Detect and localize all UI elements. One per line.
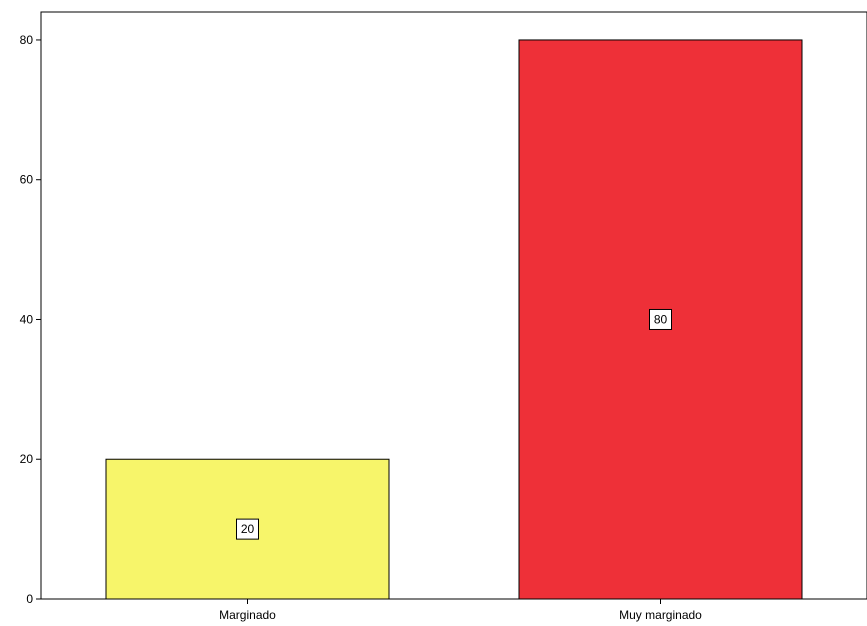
data-label: 20 [241, 522, 255, 536]
data-label: 80 [654, 312, 668, 326]
x-tick-label: Marginado [219, 608, 276, 622]
y-tick-label: 80 [20, 33, 34, 47]
y-tick-label: 40 [20, 312, 34, 326]
y-tick-label: 60 [20, 173, 34, 187]
data-label-box [649, 308, 672, 330]
y-axis: 0 20 40 60 80 [20, 33, 41, 606]
x-axis: Marginado Muy marginado [219, 599, 702, 622]
x-tick-label: Muy marginado [619, 608, 702, 622]
y-tick-label: 0 [26, 592, 33, 606]
data-label-box [236, 518, 259, 540]
y-tick-label: 20 [20, 452, 34, 466]
